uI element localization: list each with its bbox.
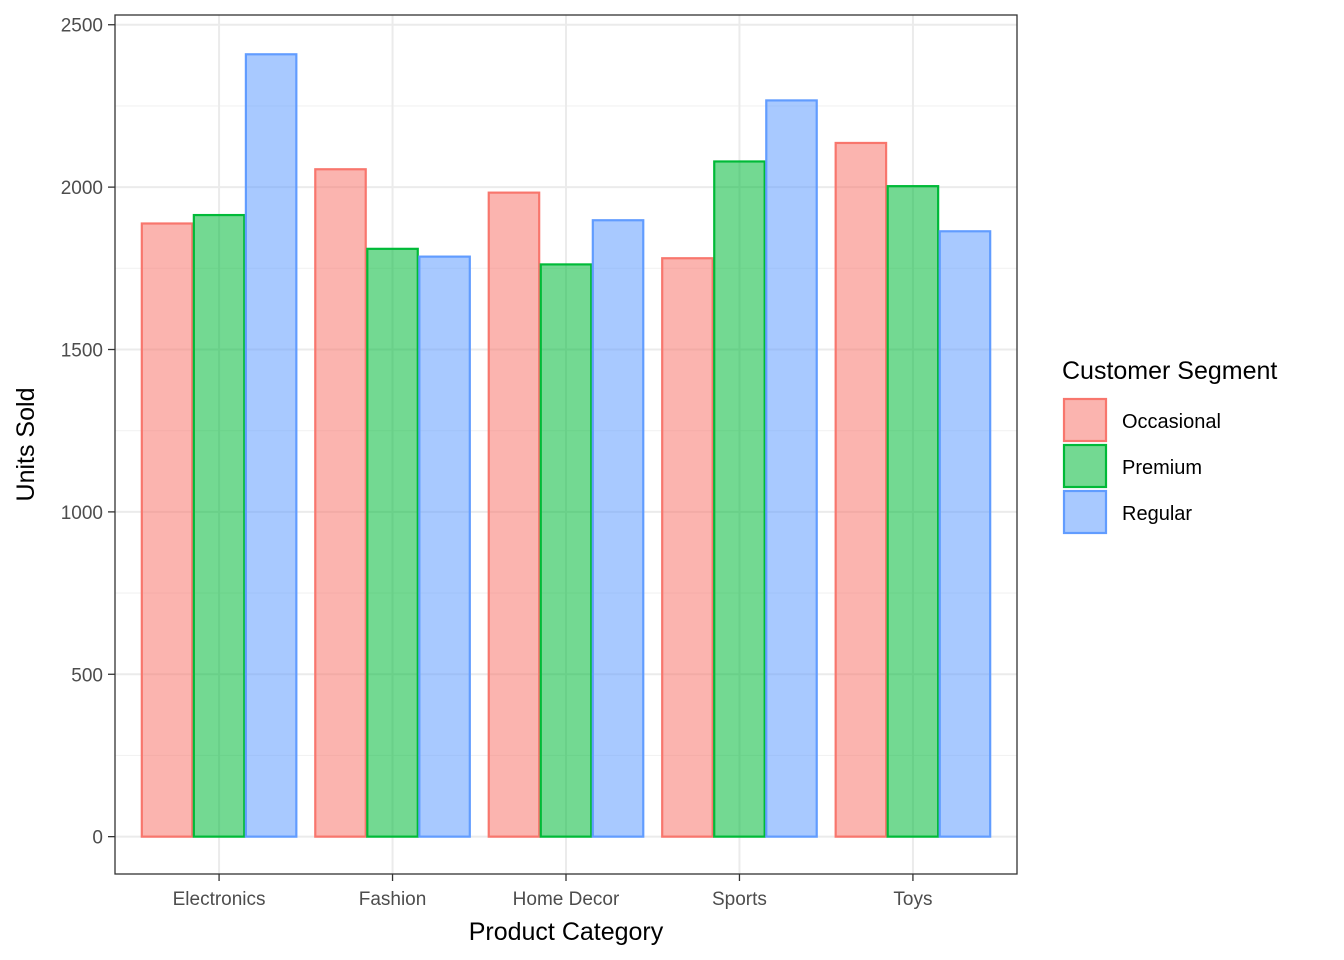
legend-label-premium: Premium xyxy=(1122,457,1202,479)
bar-premium-sports xyxy=(713,160,766,838)
legend-key-occasional xyxy=(1062,397,1108,443)
bar-regular-home-decor xyxy=(591,219,645,838)
x-tick-label: Sports xyxy=(712,889,767,910)
bar-premium-toys xyxy=(886,185,940,838)
x-tick-label: Toys xyxy=(893,889,932,910)
y-tick-label: 0 xyxy=(92,828,103,849)
bar-occasional-toys xyxy=(834,141,888,838)
bar-regular-toys xyxy=(938,230,992,838)
bar-occasional-fashion xyxy=(314,168,367,838)
bars-layer xyxy=(140,53,992,838)
bar-premium-fashion xyxy=(366,247,419,838)
legend-label-regular: Regular xyxy=(1122,503,1192,525)
bar-regular-electronics xyxy=(244,53,298,838)
x-tick-label: Home Decor xyxy=(513,889,620,910)
y-axis-title: Units Sold xyxy=(12,388,40,502)
y-axis: 0 500 1000 1500 2000 2500 xyxy=(61,16,115,849)
bar-occasional-home-decor xyxy=(487,191,541,838)
y-tick-label: 500 xyxy=(71,665,103,686)
x-tick-label: Electronics xyxy=(173,889,266,910)
legend-label-occasional: Occasional xyxy=(1122,411,1221,433)
legend-title: Customer Segment xyxy=(1062,357,1277,385)
y-tick-label: 1000 xyxy=(61,503,103,524)
legend-key-regular xyxy=(1062,489,1108,535)
y-tick-label: 2500 xyxy=(61,16,103,37)
bar-regular-fashion xyxy=(418,255,471,838)
x-axis-title: Product Category xyxy=(469,918,664,946)
bar-regular-sports xyxy=(765,99,818,838)
bar-premium-home-decor xyxy=(539,263,593,838)
legend-key-premium xyxy=(1062,443,1108,489)
y-tick-label: 1500 xyxy=(61,341,103,362)
bar-premium-electronics xyxy=(192,213,246,838)
x-tick-label: Fashion xyxy=(359,889,427,910)
x-axis: Electronics Fashion Home Decor Sports Toys xyxy=(173,874,932,910)
bar-occasional-electronics xyxy=(140,222,194,838)
y-tick-label: 2000 xyxy=(61,178,103,199)
legend: Customer Segment Occasional Premium Regula… xyxy=(1062,357,1277,535)
bar-occasional-sports xyxy=(661,257,714,838)
